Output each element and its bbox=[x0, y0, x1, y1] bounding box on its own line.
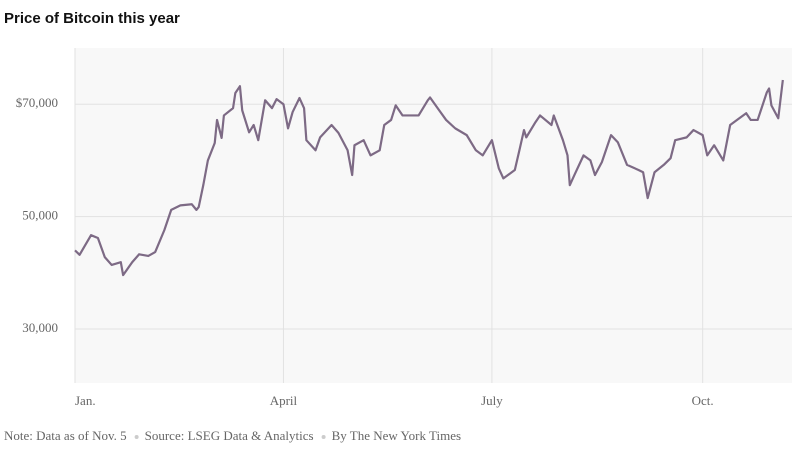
x-tick-label: Oct. bbox=[692, 393, 714, 408]
footnote: By The New York Times bbox=[332, 428, 461, 443]
x-tick-label: April bbox=[270, 393, 298, 408]
y-tick-label: $70,000 bbox=[16, 95, 58, 110]
chart-title: Price of Bitcoin this year bbox=[4, 10, 180, 27]
separator-dot bbox=[134, 435, 139, 439]
footnote: Source: LSEG Data & Analytics bbox=[145, 428, 314, 443]
x-tick-label: Jan. bbox=[75, 393, 96, 408]
plot-background bbox=[75, 48, 792, 383]
separator-dot bbox=[321, 435, 326, 439]
price-line bbox=[74, 79, 784, 277]
footnote: Note: Data as of Nov. 5 bbox=[4, 428, 127, 443]
x-tick-label: July bbox=[481, 393, 503, 408]
y-tick-label: 30,000 bbox=[22, 320, 58, 335]
y-tick-label: 50,000 bbox=[22, 208, 58, 223]
